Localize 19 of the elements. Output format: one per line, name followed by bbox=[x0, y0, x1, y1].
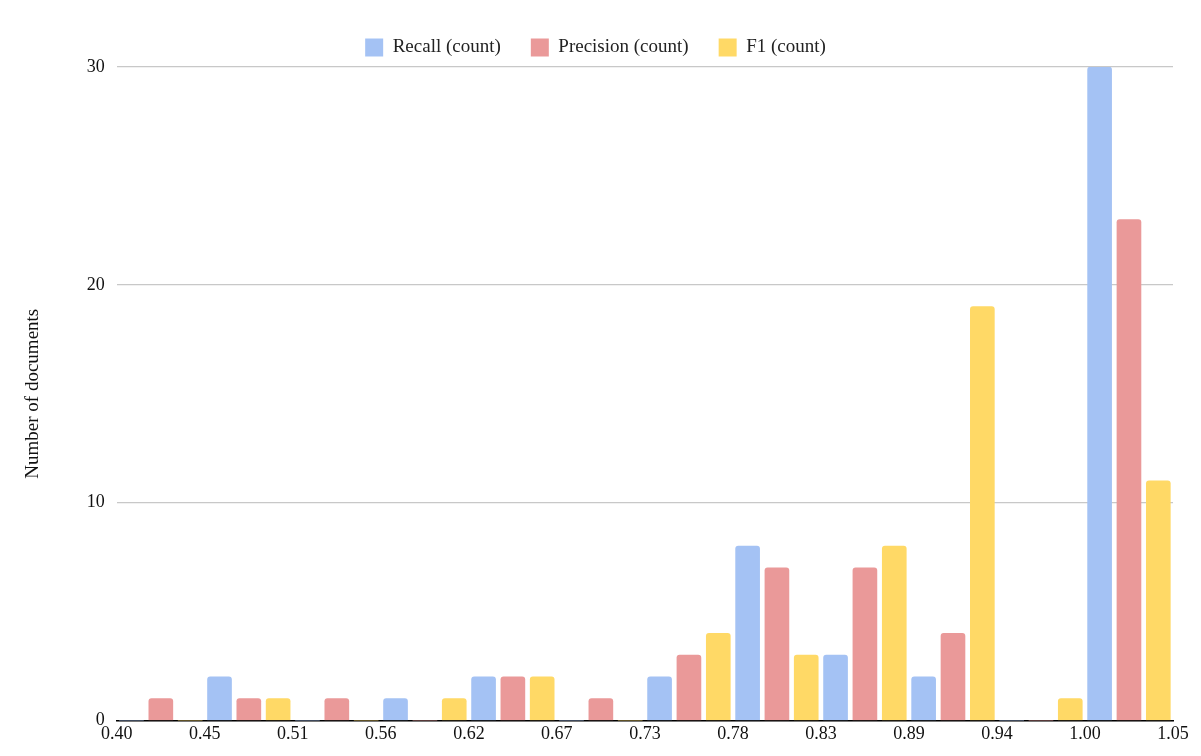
x-tick-label: 0.83 bbox=[805, 722, 837, 743]
y-axis-title: Number of documents bbox=[21, 308, 43, 479]
x-tick-label: 0.89 bbox=[893, 722, 925, 743]
x-tick-label: 0.78 bbox=[717, 722, 749, 743]
y-tick-label: 20 bbox=[86, 273, 105, 294]
legend-label: F1 (count) bbox=[746, 35, 826, 58]
x-tick-label: 0.56 bbox=[365, 722, 397, 743]
x-tick-label: 0.62 bbox=[453, 722, 485, 743]
x-tick-label: 1.00 bbox=[1069, 722, 1101, 743]
legend-label: Precision (count) bbox=[558, 35, 689, 58]
x-tick-label: 0.51 bbox=[277, 722, 309, 743]
x-tick-label: 0.73 bbox=[629, 722, 661, 743]
x-tick-label: 1.05 bbox=[1157, 722, 1189, 743]
x-tick-label: 0.94 bbox=[981, 722, 1013, 743]
y-tick-label: 30 bbox=[86, 55, 105, 76]
y-tick-label: 10 bbox=[86, 491, 105, 512]
legend-label: Recall (count) bbox=[392, 35, 501, 58]
x-tick-label: 0.45 bbox=[189, 722, 221, 743]
x-tick-label: 0.67 bbox=[541, 722, 573, 743]
